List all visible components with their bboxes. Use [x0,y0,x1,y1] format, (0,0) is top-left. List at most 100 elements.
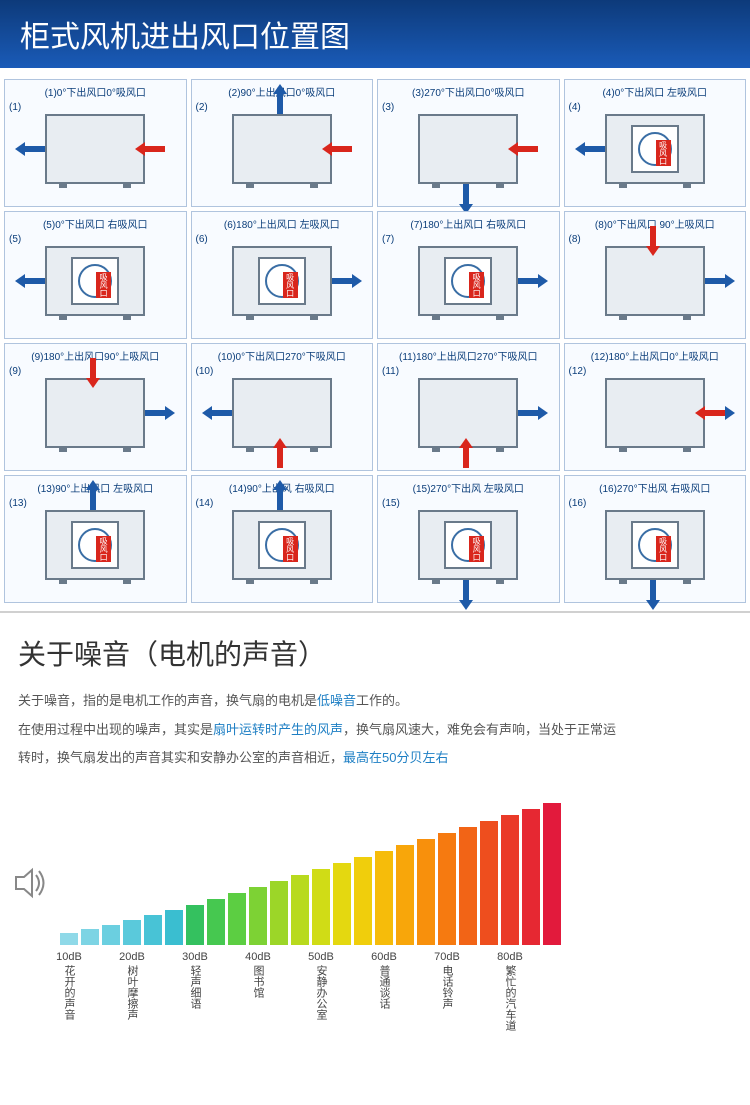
blue-arrow [25,146,45,152]
bar-group [417,839,435,945]
bar-group [522,809,540,945]
chart-bar [522,809,540,945]
red-arrow [705,410,725,416]
suction-label: 吸风口 [283,536,298,562]
blue-arrow [277,94,283,114]
bar-label: 70dB [434,951,460,963]
fan-box: 吸风口 [418,510,518,580]
red-arrow [90,358,96,378]
noise-chart: 10dB花开的声音20dB树叶摩擦声30dB轻声细语40dB图书馆50dB安静办… [0,783,750,1105]
blue-arrow [277,490,283,510]
cell-title: (7)180°上出风口 右吸风口 [380,216,557,230]
bar-label: 30dB [182,951,208,963]
fan-feet [47,578,143,584]
fan-feet [607,182,703,188]
chart-bar [354,857,372,945]
bar-desc: 轻声细语 [187,965,203,1065]
cell-title: (11)180°上出风口270°下吸风口 [380,348,557,362]
fan-box: 吸风口 [605,114,705,184]
diagram-cell: (13)90°上出风口 左吸风口(13)吸风口 [4,475,187,603]
chart-bar [501,815,519,945]
fan-feet [47,314,143,320]
chart-bar [375,851,393,945]
cell-number: (11) [382,366,399,377]
diagram-cell: (14)90°上出风 右吸风口(14)吸风口 [191,475,374,603]
diagram-cell: (11)180°上出风口270°下吸风口 (11) [377,343,560,471]
blue-arrow [463,580,469,600]
chart-bar [333,863,351,945]
blue-arrow [145,410,165,416]
chart-bar [207,899,225,945]
fan-box: 吸风口 [45,246,145,316]
blue-arrow [650,580,656,600]
suction-label: 吸风口 [656,536,671,562]
header-title: 柜式风机进出风口位置图 [20,21,350,54]
suction-label: 吸风口 [96,272,111,298]
cell-number: (8) [569,234,581,245]
fan-inner: 吸风口 [258,521,306,569]
bar-group: 40dB图书馆 [249,887,267,945]
red-arrow [332,146,352,152]
bar-group [480,821,498,945]
diagram-grid: (1)0°下出风口0°吸风口(1)(2)90°上出风口0°吸风口(2)(3)27… [4,79,746,603]
diagram-cell: (1)0°下出风口0°吸风口 (1) [4,79,187,207]
cell-number: (15) [382,498,400,509]
diagram-cell: (9)180°上出风口90°上吸风口(9) [4,343,187,471]
bar-group [144,915,162,945]
fan-box [45,114,145,184]
fan-inner: 吸风口 [71,257,119,305]
cell-number: (9) [9,366,21,377]
cell-number: (6) [196,234,208,245]
diagram-cell: (15)270°下出风 左吸风口 (15) 吸风口 [377,475,560,603]
cell-number: (14) [196,498,214,509]
chart-bar [459,827,477,945]
fan-feet [234,578,330,584]
chart-bar [81,929,99,945]
chart-bar [249,887,267,945]
fan-box [605,246,705,316]
bar-group: 10dB花开的声音 [60,933,78,945]
fan-box [232,378,332,448]
fan-feet [420,314,516,320]
page-header: 柜式风机进出风口位置图 [0,0,750,71]
chart-bar [102,925,120,945]
cell-number: (7) [382,234,394,245]
diagram-cell: (2)90°上出风口0°吸风口(2) [191,79,374,207]
fan-box [418,114,518,184]
bar-group [543,803,561,945]
chart-bar [396,845,414,945]
fan-box [605,378,705,448]
blue-arrow [705,278,725,284]
chart-bar [186,905,204,945]
bar-label: 80dB [497,951,523,963]
cell-number: (1) [9,102,21,113]
fan-feet [47,182,143,188]
suction-label: 吸风口 [469,536,484,562]
fan-inner: 吸风口 [444,257,492,305]
blue-arrow [518,410,538,416]
chart-bar [60,933,78,945]
blue-arrow [332,278,352,284]
bar-group [354,857,372,945]
fan-box [45,378,145,448]
bar-label: 10dB [56,951,82,963]
chart-bar [228,893,246,945]
bar-group: 80dB繁忙的汽车道 [501,815,519,945]
fan-box: 吸风口 [232,246,332,316]
chart-bar [123,920,141,945]
fan-feet [234,314,330,320]
fan-box [418,378,518,448]
bar-label: 50dB [308,951,334,963]
chart-bar [165,910,183,945]
cell-number: (4) [569,102,581,113]
cell-title: (1)0°下出风口0°吸风口 [7,84,184,98]
cell-number: (2) [196,102,208,113]
noise-title: 关于噪音（电机的声音） [18,633,732,673]
bar-group [333,863,351,945]
chart-bar [144,915,162,945]
bar-label: 60dB [371,951,397,963]
cell-title: (15)270°下出风 左吸风口 [380,480,557,494]
suction-label: 吸风口 [283,272,298,298]
speaker-icon [10,863,50,903]
bar-group: 50dB安静办公室 [312,869,330,945]
